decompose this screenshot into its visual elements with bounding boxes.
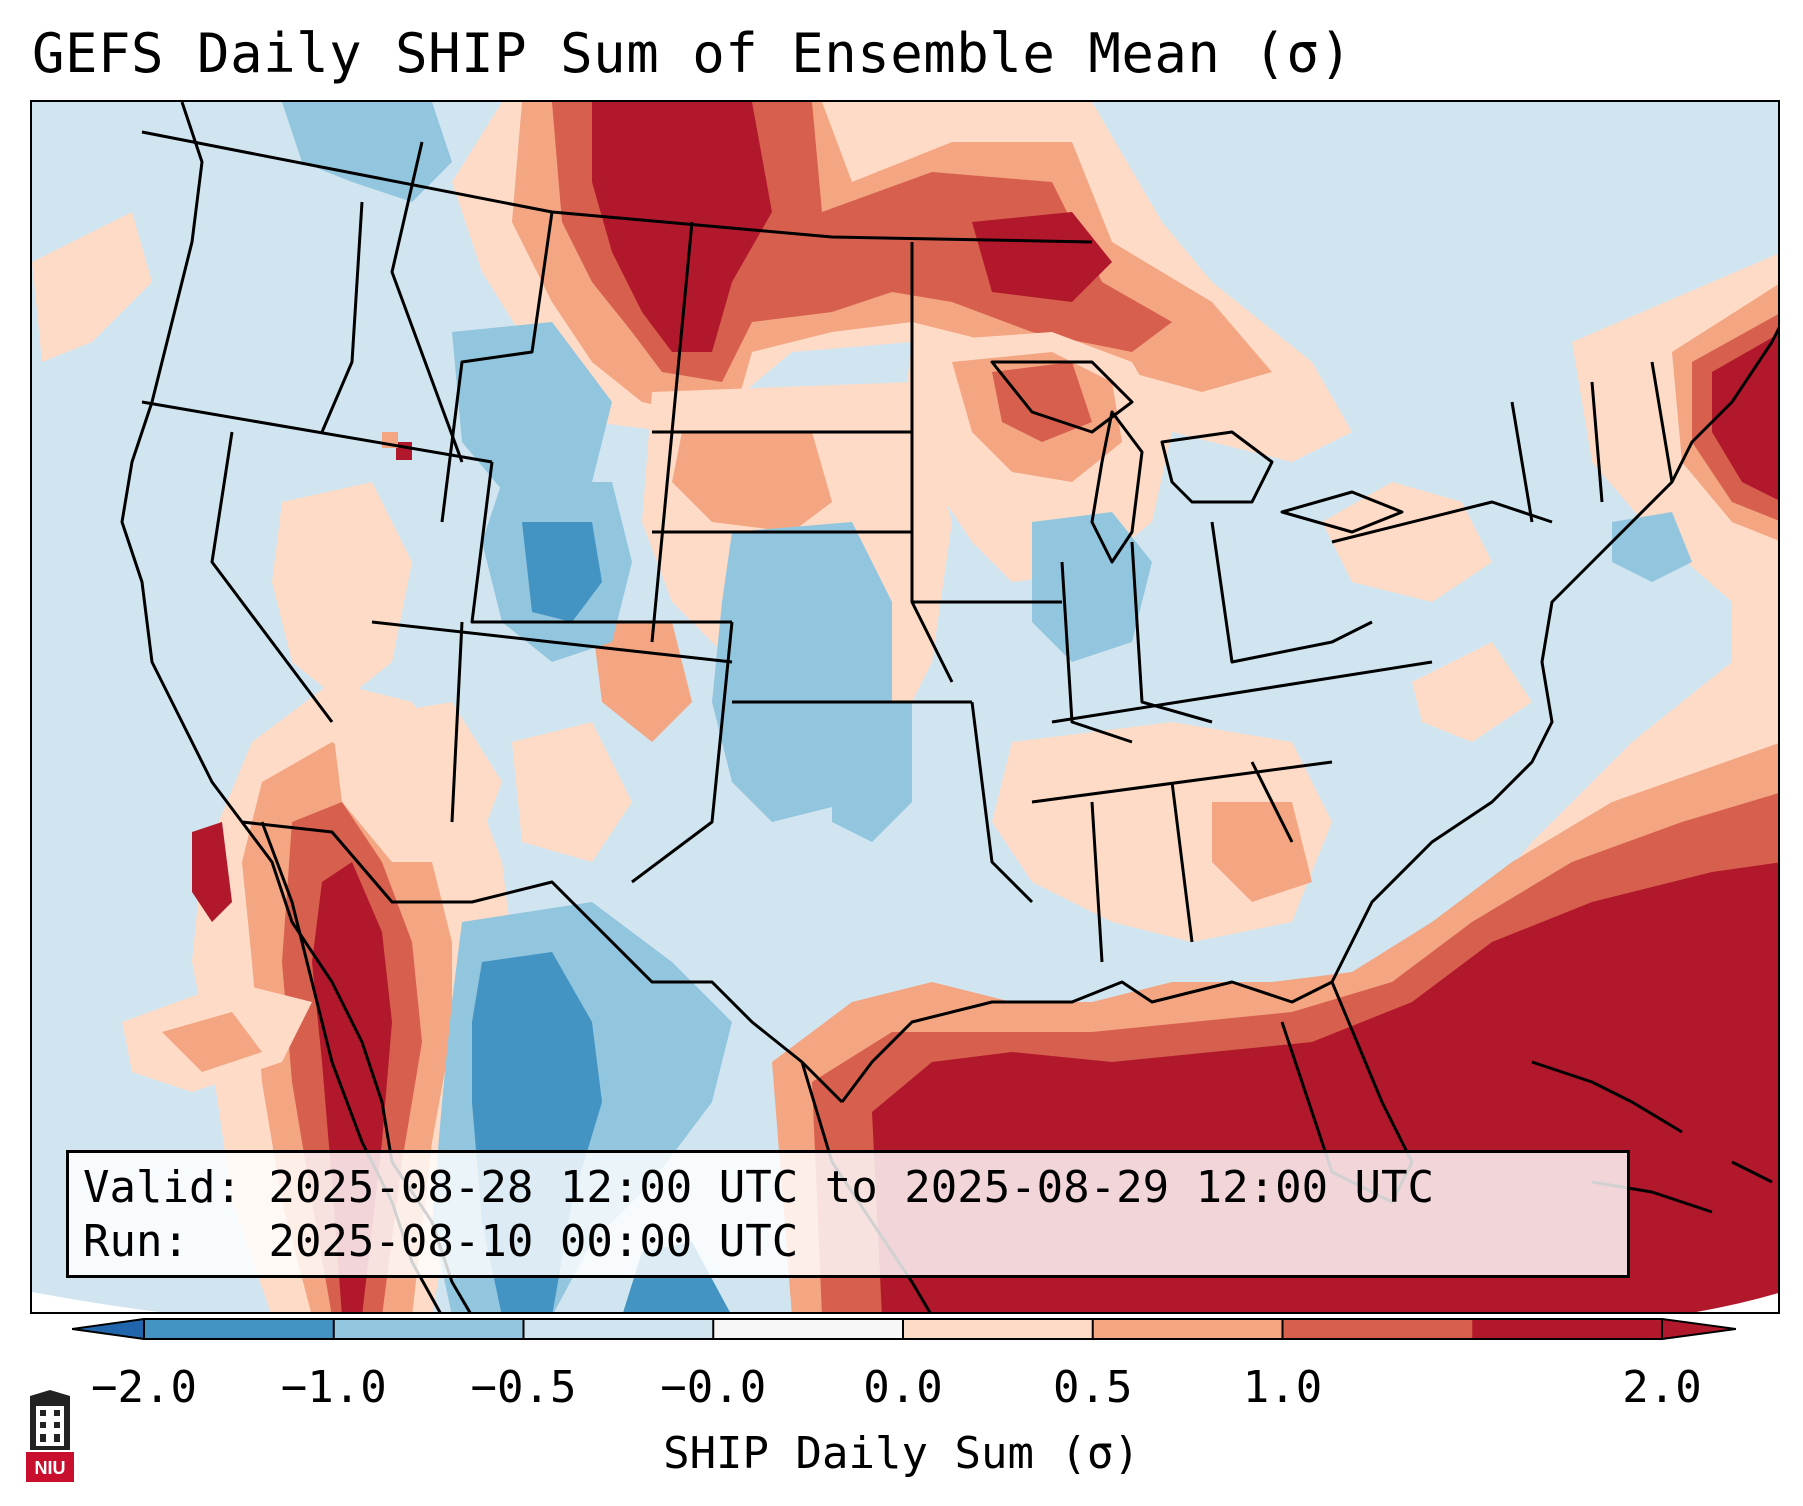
valid-value: 2025-08-28 12:00 UTC to 2025-08-29 12:00… — [268, 1162, 1435, 1213]
colorbar-tick-label: −0.0 — [660, 1362, 767, 1413]
colorbar-segment — [1472, 1319, 1663, 1339]
colorbar-ticks: −2.0 −1.0 −0.5 −0.0 0.0 0.5 1.0 2.0 — [0, 1362, 1803, 1422]
colorbar-over-arrow — [1661, 1318, 1736, 1340]
colorbar — [72, 1318, 1736, 1340]
colorbar-segment — [713, 1319, 904, 1339]
colorbar-segment — [333, 1319, 524, 1339]
colorbar-outline — [143, 1318, 1663, 1340]
map-panel — [30, 100, 1780, 1314]
valid-run-infobox: Valid: 2025-08-28 12:00 UTC to 2025-08-2… — [66, 1150, 1630, 1278]
colorbar-segment — [144, 1319, 335, 1339]
north-warm-peak — [592, 102, 772, 352]
colorbar-label: SHIP Daily Sum (σ) — [663, 1428, 1140, 1479]
shaded-field — [32, 102, 1778, 1312]
colorbar-tick-label: −2.0 — [91, 1362, 197, 1413]
logo-text: NIU — [35, 1458, 66, 1478]
colorbar-under-arrow — [72, 1318, 145, 1340]
colorbar-segment — [523, 1319, 714, 1339]
valid-label: Valid: — [83, 1162, 242, 1213]
colorbar-tick-label: 0.0 — [863, 1362, 943, 1413]
colorbar-segment — [1282, 1319, 1473, 1339]
niu-logo-icon: NIU — [26, 1390, 74, 1482]
colorbar-tick-label: −0.5 — [470, 1362, 577, 1413]
colorbar-tick-label: 1.0 — [1242, 1362, 1323, 1413]
colorbar-tick-label: −1.0 — [280, 1362, 387, 1413]
run-label: Run: — [83, 1216, 189, 1267]
colorbar-segment — [903, 1319, 1094, 1339]
colorbar-segment — [1092, 1319, 1283, 1339]
map-title: GEFS Daily SHIP Sum of Ensemble Mean (σ) — [32, 22, 1353, 85]
run-value: 2025-08-10 00:00 UTC — [268, 1216, 799, 1267]
colorbar-tick-label: 0.5 — [1053, 1362, 1133, 1413]
colorbar-segments — [72, 1318, 1736, 1340]
northeast-warm-peak — [1712, 334, 1778, 500]
west-cool — [282, 102, 452, 202]
run-row: Run: 2025-08-10 00:00 UTC — [83, 1215, 1627, 1269]
colorbar-tick-label: 2.0 — [1622, 1362, 1702, 1413]
valid-row: Valid: 2025-08-28 12:00 UTC to 2025-08-2… — [83, 1161, 1627, 1215]
